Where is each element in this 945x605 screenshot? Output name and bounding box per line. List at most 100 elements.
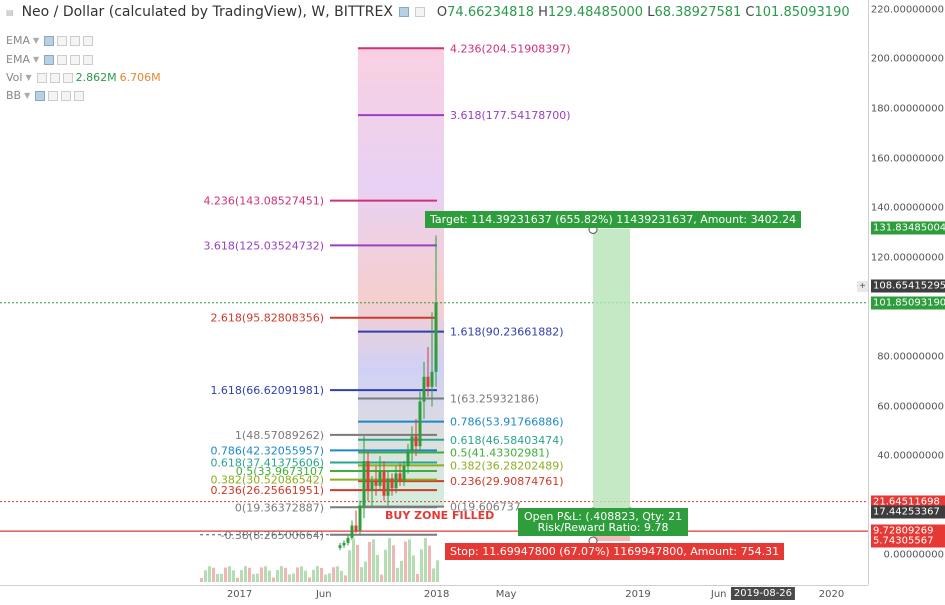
volume-bar [312, 569, 315, 582]
settings-icon[interactable] [414, 7, 425, 17]
candle-body [354, 525, 358, 531]
price-badge: 21.64511698 [871, 495, 945, 509]
candle-body [374, 480, 378, 486]
target-label[interactable]: Target: 114.39231637 (655.82%) 114392316… [425, 211, 802, 228]
add-icon[interactable] [49, 72, 60, 83]
candle-body [366, 461, 370, 491]
chart-canvas[interactable]: 4.236(204.51908397) 3.618(177.54178700) 1.… [0, 0, 868, 585]
candle-body [358, 505, 362, 531]
candle-body [386, 478, 390, 496]
indicator-label: BB [6, 89, 22, 102]
close-icon[interactable] [62, 72, 73, 83]
volume-bar [216, 573, 219, 582]
chevron-down-icon[interactable]: ▼ [24, 91, 31, 100]
candle-body [406, 451, 410, 467]
settings-icon[interactable] [57, 35, 68, 46]
candle-body [426, 376, 430, 387]
volume-bar [208, 566, 211, 582]
volume-bar [372, 539, 375, 582]
fib-lower-label: 0.786(42.32055957) [210, 444, 324, 457]
target-zone [593, 228, 630, 513]
volume-bar [356, 544, 359, 582]
candle-body [362, 461, 366, 506]
volume-bar [252, 574, 255, 582]
volume-bar [224, 567, 227, 582]
price-badge: 9.72809269 [871, 524, 945, 538]
visibility-icon[interactable] [35, 90, 46, 101]
fib-upper-label: 0.786(53.91766886) [450, 416, 564, 429]
volume-bar [276, 569, 279, 582]
price-tick: 60.00000000 [877, 401, 944, 413]
open-pl-label[interactable]: Open P&L: (.408823, Qty: 21 Risk/Reward … [518, 508, 689, 536]
buy-zone-annotation[interactable]: BUY ZONE FILLED [385, 509, 495, 522]
risk-reward-ratio: Risk/Reward Ratio: 9.78 [537, 521, 669, 534]
price-badge: 17.44253367 [871, 505, 945, 519]
indicator-ema-1[interactable]: EMA ▼ [6, 34, 94, 47]
chevron-down-icon[interactable]: ▼ [32, 36, 40, 45]
fib-upper-label: 1.618(90.23661882) [450, 326, 564, 339]
stop-label[interactable]: Stop: 11.69947800 (67.07%) 1169947800, A… [445, 543, 785, 560]
volume-bar [328, 573, 331, 582]
fib-lower-label: 3.618(125.03524732) [203, 239, 324, 252]
volume-bar [200, 578, 203, 582]
fib-upper-label: 0.618(46.58403474) [450, 434, 564, 447]
volume-bar [336, 566, 339, 582]
volume-bar [416, 573, 419, 582]
price-badge: 131.83485004 [871, 221, 945, 235]
volume-bar [288, 574, 291, 582]
chart-area[interactable]: 4.236(204.51908397) 3.618(177.54178700) 1.… [0, 0, 868, 585]
fib-upper-label: 0.5(41.43302981) [450, 447, 550, 460]
visibility-icon[interactable] [44, 35, 55, 46]
chevron-down-icon[interactable]: ▼ [32, 55, 40, 64]
collapse-icon[interactable]: ▤ [6, 7, 14, 17]
volume-bar [268, 570, 271, 582]
volume-bar [300, 566, 303, 582]
candle-body [422, 376, 426, 402]
fib-lower-label: 4.236(143.08527451) [203, 195, 324, 208]
volume-bar [396, 567, 399, 582]
fib-lower-label: 0.382(30.52086542) [210, 474, 324, 487]
time-tick: 2020 [818, 589, 845, 600]
add-icon[interactable] [61, 90, 72, 101]
volume-bar [384, 549, 387, 582]
volume-bar [264, 566, 267, 582]
symbol-title: Neo / Dollar (calculated by TradingView)… [21, 4, 393, 20]
add-icon[interactable] [70, 54, 81, 65]
indicator-ema-2[interactable]: EMA ▼ [6, 53, 94, 66]
add-alert-icon[interactable]: + [857, 281, 868, 292]
time-axis[interactable]: 2017 Jun 2018 May 2019 Jun 2020 2019-08-26 [0, 585, 868, 605]
open-pl-value: .408 [589, 510, 615, 523]
ohlc-readout: O74.66234818 H129.48485000 L68.38927581 … [436, 4, 850, 20]
candle-body [418, 401, 422, 447]
volume-bar [296, 567, 299, 582]
fib-upper-label: 1(63.25932186) [450, 392, 539, 405]
candle-body [390, 478, 394, 489]
settings-icon[interactable] [36, 72, 47, 83]
settings-icon[interactable] [57, 54, 68, 65]
indicator-bb[interactable]: BB ▼ [6, 89, 85, 102]
visibility-icon[interactable] [44, 54, 55, 65]
price-tick: 140.00000000 [870, 202, 944, 214]
settings-icon[interactable] [48, 90, 59, 101]
fib-lower-label: 1(48.57089262) [235, 429, 324, 442]
volume-bar [364, 561, 367, 582]
volume-bar [256, 573, 259, 582]
close-icon[interactable] [83, 35, 94, 46]
volume-bar [240, 570, 243, 582]
symbol-legend[interactable]: ▤ Neo / Dollar (calculated by TradingVie… [6, 4, 850, 20]
time-tick: May [495, 589, 517, 600]
indicator-volume[interactable]: Vol ▼ 2.862M 6.706M [6, 71, 161, 84]
close-icon[interactable] [83, 54, 94, 65]
chevron-down-icon[interactable]: ▼ [25, 73, 32, 82]
time-tick: 2019 [625, 589, 651, 600]
volume-bar [332, 567, 335, 582]
crosshair-date-badge: 2019-08-26 [730, 587, 796, 600]
visibility-icon[interactable] [398, 7, 409, 17]
add-icon[interactable] [70, 35, 81, 46]
price-badge: 108.65415295 [871, 279, 945, 293]
volume-bar [204, 570, 207, 582]
close-icon[interactable] [74, 90, 85, 101]
volume-bar [260, 567, 263, 582]
price-axis[interactable]: 220.00000000 200.00000000 180.00000000 160.… [868, 0, 945, 585]
volume-bar [292, 573, 295, 582]
